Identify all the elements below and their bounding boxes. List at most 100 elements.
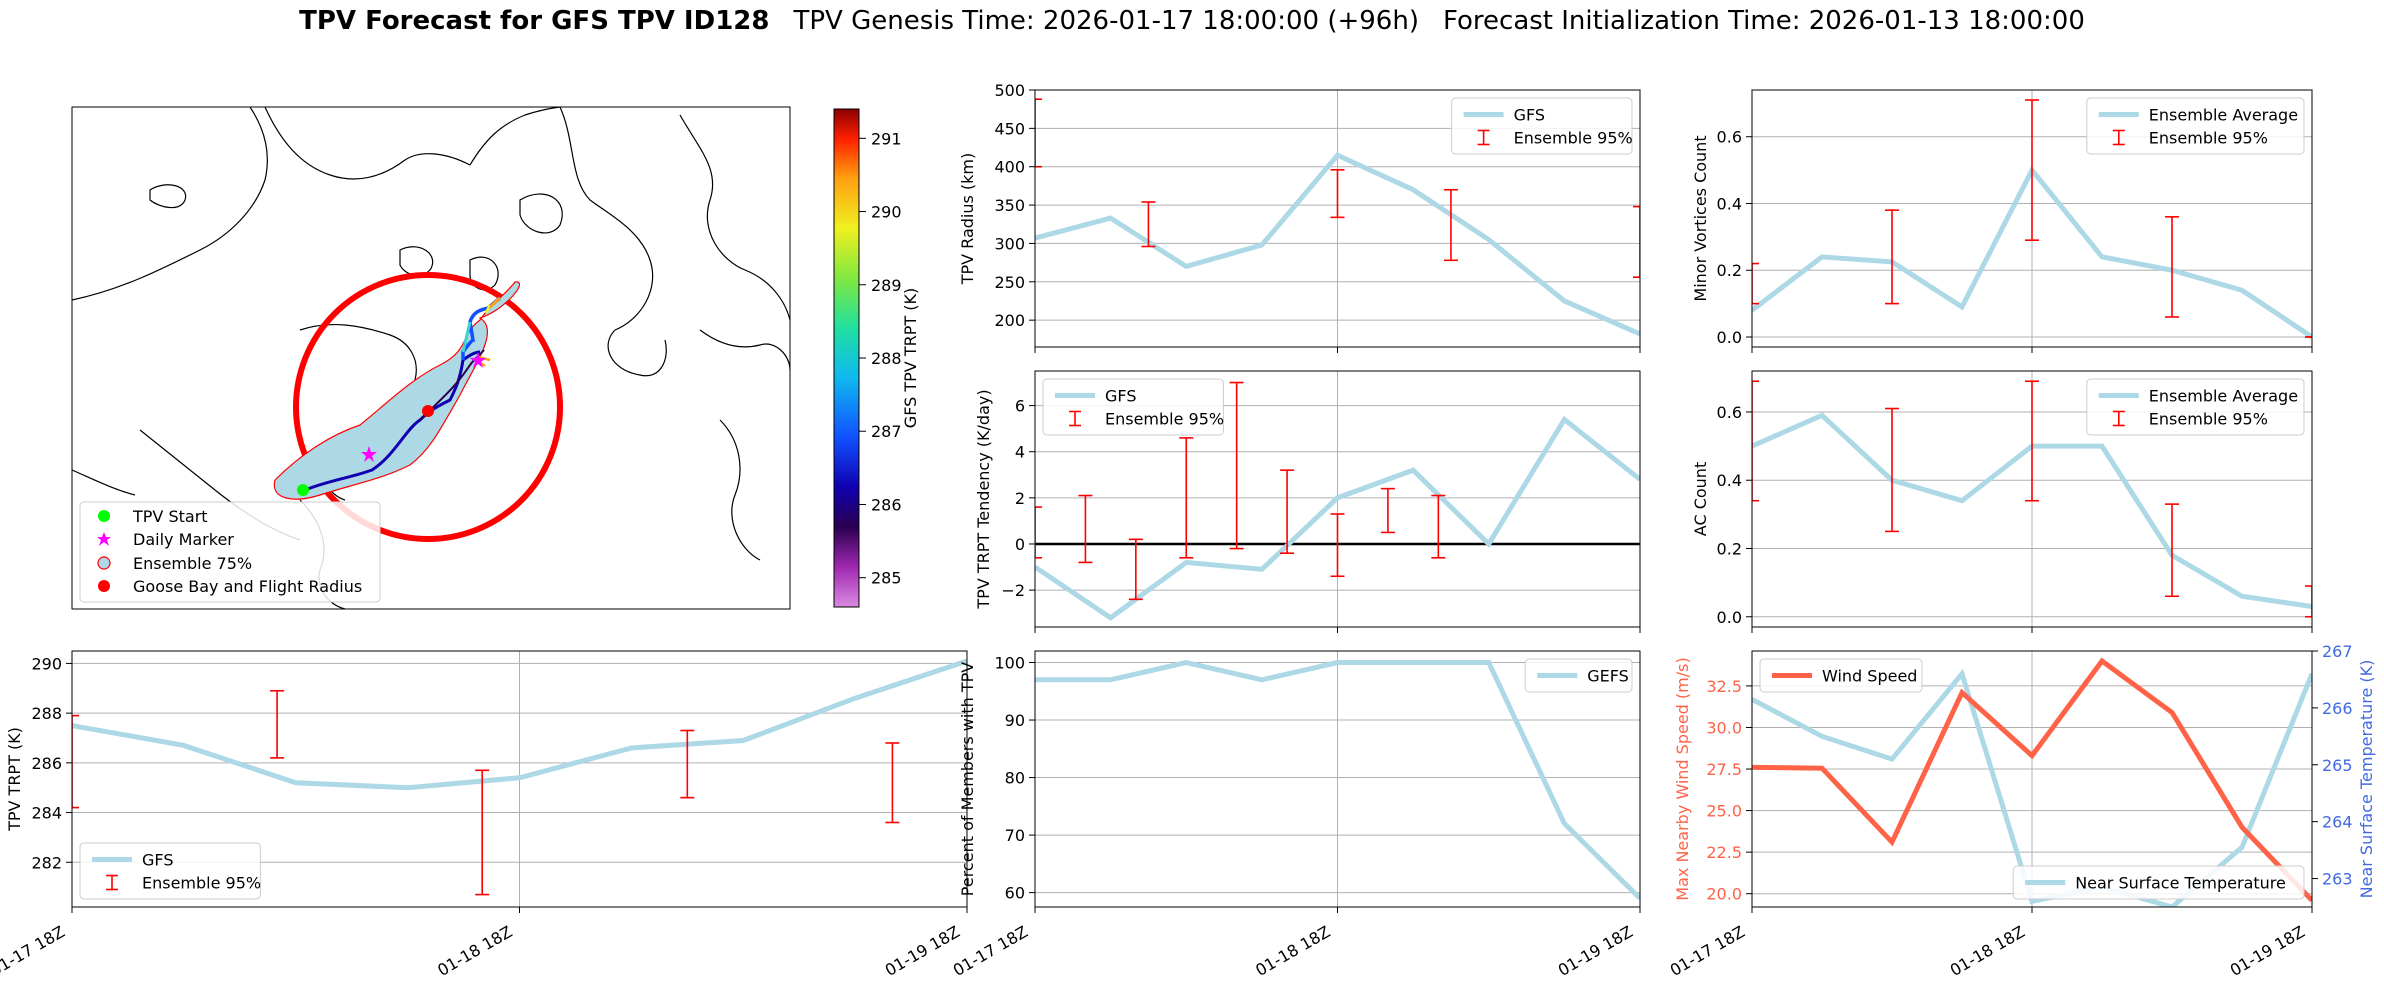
legend-goose-bay-label: Goose Bay and Flight Radius: [133, 577, 362, 596]
colorbar-tick-label: 290: [871, 203, 902, 222]
y-tick-label: 0.0: [1717, 328, 1742, 347]
x-tick-label: 01-19 18Z: [882, 922, 963, 980]
y-axis-label: TPV TRPT (K): [5, 727, 24, 832]
x-tick-label: 01-17 18Z: [950, 922, 1031, 980]
map-legend: TPV Start Daily Marker Ensemble 75% Goos…: [79, 501, 381, 603]
y-tick-label: 80: [1005, 769, 1025, 788]
panel-wind_temp: 20.0 22.5 25.0 27.5 30.0 32.5 01-17 18Z 01-18 1…: [1667, 642, 2376, 980]
y-tick-label: 0.2: [1717, 261, 1742, 280]
legend: Ensemble Average Ensemble 95%: [2086, 97, 2305, 155]
ensemble-errorbar: [1280, 469, 1295, 554]
y-axis-label: TPV Radius (km): [958, 153, 977, 286]
y-tick-label: 60: [1005, 884, 1025, 903]
tpv-track-yellow: [484, 304, 492, 314]
ensemble-errorbar: [1633, 205, 1640, 278]
legend-label: Near Surface Temperature: [2075, 874, 2286, 893]
x-tick-label: 01-19 18Z: [2227, 922, 2308, 980]
tpv-track-mid: [419, 349, 485, 421]
panel-radius: 200 250 300 350 400 450 500 TPV Radius (km) GFS E…: [958, 81, 1641, 353]
daily-marker-star: [470, 352, 486, 368]
y-tick-label: 250: [994, 273, 1025, 292]
y-tick-label: 286: [31, 754, 62, 773]
ensemble-errorbar: [885, 742, 900, 824]
ensemble-errorbar: [1885, 209, 1899, 305]
y-tick-label: 6: [1015, 397, 1025, 416]
ensemble-errorbar: [1330, 168, 1345, 219]
legend-box: [2086, 97, 2305, 155]
x-tick-label: 01-17 18Z: [1667, 922, 1748, 980]
ensemble-errorbar: [1885, 407, 1899, 533]
y-tick-label: 450: [994, 119, 1025, 138]
panel-members: 60 70 80 90 100 01-17 18Z 01-18 18Z 01-19 18Z Pe…: [950, 650, 1641, 980]
legend: GFS Ensemble 95%: [79, 842, 261, 900]
y-tick-label: 0.6: [1717, 403, 1742, 422]
legend-label: GEFS: [1587, 667, 1629, 686]
ensemble-errorbar: [1330, 513, 1345, 578]
ensemble-errorbar: [1035, 98, 1042, 168]
legend-label: Ensemble Average: [2149, 387, 2298, 406]
y2-tick-label: 265: [2322, 756, 2353, 775]
y-tick-label: 100: [994, 654, 1025, 673]
y-tick-label: 290: [31, 654, 62, 673]
axes-frame: [1034, 89, 1641, 348]
legend-label: Ensemble 95%: [1514, 129, 1633, 148]
ensemble-errorbar: [680, 729, 695, 799]
legend-label: Ensemble 95%: [1105, 410, 1224, 429]
panel-trpt: 282 284 286 288 290 01-17 18Z 01-18 18Z 01-19 1…: [0, 650, 968, 980]
colorbar-tick-label: 291: [871, 129, 902, 148]
y2-tick-label: 266: [2322, 699, 2353, 718]
y-axis-label: TPV TRPT Tendency (K/day): [974, 389, 993, 609]
y2-axis-label: Near Surface Temperature (K): [2357, 660, 2376, 899]
ensemble-errorbar: [2165, 503, 2179, 598]
legend-daily-marker-icon: [97, 532, 111, 546]
legend: Ensemble Average Ensemble 95%: [2086, 378, 2305, 436]
legend-errorbar-icon: [2112, 129, 2125, 146]
y2-tick-label: 267: [2322, 642, 2353, 661]
title-init-time: Forecast Initialization Time: 2026-01-13…: [1442, 6, 2085, 36]
legend: Wind Speed: [1759, 658, 1923, 693]
ensemble-errorbar: [270, 689, 285, 759]
y-tick-label: 90: [1005, 711, 1025, 730]
legend-goose-bay-icon: [98, 580, 110, 592]
y-tick-label: 20.0: [1706, 885, 1742, 904]
title-tpv-id: TPV Forecast for GFS TPV ID128: [299, 6, 770, 36]
y-tick-label: 282: [31, 853, 62, 872]
ensemble-75-region: [273, 281, 521, 500]
ensemble-errorbar: [1431, 494, 1446, 559]
ensemble-errorbar: [1752, 262, 1759, 305]
tpv-track-end: [488, 296, 502, 309]
colorbar-tick-label: 287: [871, 422, 902, 441]
series-layer: [1035, 381, 1640, 621]
x-tick-label: 01-17 18Z: [0, 922, 68, 980]
y-tick-label: 2: [1015, 489, 1025, 508]
panel-minor: 0.0 0.2 0.4 0.6 Minor Vortices Count Ensemble…: [1691, 89, 2313, 353]
y-tick-label: 70: [1005, 826, 1025, 845]
axes-frame: [71, 650, 968, 908]
ensemble-errorbar: [1179, 437, 1194, 559]
legend-box: [1524, 658, 1633, 693]
daily-marker-star: [361, 446, 377, 462]
legend-errorbar-icon: [1069, 410, 1081, 427]
y2-tick-label: 264: [2322, 813, 2353, 832]
series-layer: [72, 658, 967, 896]
colorbar-tick-label: 285: [871, 569, 902, 588]
legend-tpv-start-icon: [98, 510, 110, 522]
y-tick-label: 350: [994, 196, 1025, 215]
colorbar-tick-label: 289: [871, 276, 902, 295]
series-layer: [1035, 98, 1640, 337]
figure-title: TPV Forecast for GFS TPV ID128 TPV Genesi…: [0, 6, 2384, 36]
map-panel: TPV Start Daily Marker Ensemble 75% Goos…: [71, 106, 920, 610]
series-layer: [1035, 659, 1640, 901]
y-tick-label: 32.5: [1706, 677, 1742, 696]
x-tick-label: 01-19 18Z: [1555, 922, 1636, 980]
wind-speed-line: [1752, 657, 2312, 903]
ensemble-errorbar: [1443, 188, 1458, 262]
legend: GFS Ensemble 95%: [1451, 97, 1633, 155]
legend-tpv-start-label: TPV Start: [132, 507, 208, 526]
y-axis-label: Minor Vortices Count: [1691, 135, 1710, 301]
legend-errorbar-icon: [1477, 129, 1490, 146]
series-layer: [1752, 99, 2312, 340]
axes-frame: [1751, 89, 2313, 348]
colorbar: 285 286 287 288 289 290 291 GFS TPV TRPT (K): [833, 108, 920, 608]
x-tick-label: 01-18 18Z: [1252, 922, 1333, 980]
